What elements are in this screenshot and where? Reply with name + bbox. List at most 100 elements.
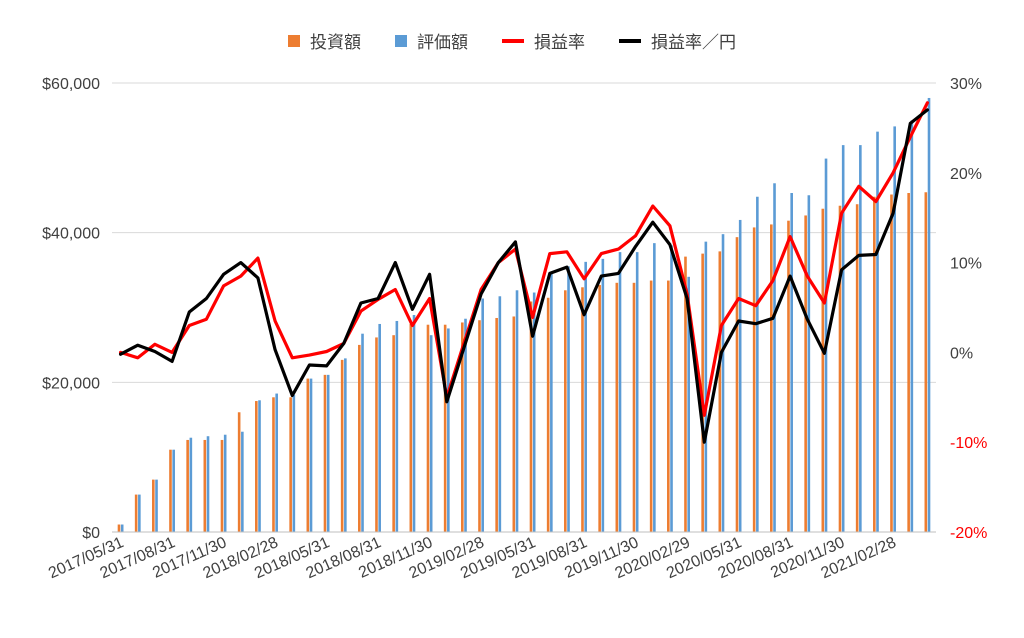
bar-investment	[186, 439, 189, 532]
bar-investment	[529, 301, 533, 532]
bar-investment	[495, 317, 498, 532]
bar-valuation	[807, 195, 811, 532]
bar-investment	[306, 378, 310, 532]
bar-investment	[787, 220, 790, 532]
bar-investment	[255, 401, 258, 532]
bar-investment	[581, 287, 584, 532]
legend-item-valuation: 評価額	[395, 28, 468, 53]
bar-valuation	[670, 245, 673, 532]
bar-investment	[632, 282, 636, 532]
legend-item-return-rate-yen: 損益率／円	[619, 28, 736, 53]
y-right-tick-label: 0%	[950, 345, 973, 362]
bar-valuation	[172, 449, 175, 532]
legend-label-return-rate: 損益率	[534, 33, 585, 52]
bar-valuation	[206, 436, 210, 532]
bar-valuation	[618, 252, 622, 532]
grid-layer	[112, 82, 936, 533]
bar-valuation	[927, 97, 931, 532]
chart-legend: 投資額 評価額 損益率 損益率／円	[0, 28, 1024, 53]
bar-investment	[169, 449, 172, 532]
bar-investment	[237, 412, 241, 532]
bar-valuation	[790, 193, 793, 532]
bar-investment	[735, 237, 739, 532]
bar-valuation	[910, 120, 914, 533]
bar-investment	[323, 374, 327, 532]
y-right-tick-label: -20%	[950, 525, 987, 542]
bar-valuation	[635, 252, 639, 532]
bar-valuation	[258, 400, 261, 532]
bar-investment	[375, 337, 378, 532]
bar-investment	[667, 280, 670, 532]
bar-valuation	[498, 296, 502, 532]
bar-valuation	[584, 261, 587, 532]
bar-valuation	[859, 145, 862, 532]
bar-valuation	[756, 196, 759, 532]
bar-investment	[134, 494, 138, 532]
series-line-return-rate-yen	[118, 108, 930, 444]
legend-label-valuation: 評価額	[417, 33, 468, 52]
y-axis-left: $0 $20,000 $40,000 $60,000	[42, 76, 100, 542]
bar-valuation	[292, 395, 296, 532]
bar-investment	[203, 439, 207, 532]
y-left-tick-label: $60,000	[42, 76, 100, 93]
x-axis: 2017/05/312017/08/312017/11/302018/02/28…	[46, 531, 936, 582]
bar-investment	[838, 205, 842, 532]
bar-valuation	[326, 374, 330, 532]
bar-valuation	[738, 219, 742, 532]
bar-valuation	[481, 298, 484, 532]
y-left-tick-label: $20,000	[42, 375, 100, 392]
y-right-tick-label: 30%	[950, 76, 982, 93]
bar-valuation	[447, 328, 450, 532]
legend-label-return-rate-yen: 損益率／円	[651, 33, 736, 52]
y-left-tick-label: $0	[82, 525, 100, 542]
legend-item-investment: 投資額	[288, 28, 361, 53]
bar-investment	[804, 215, 807, 532]
bar-valuation	[704, 241, 708, 532]
y-right-tick-label: 10%	[950, 256, 982, 273]
bar-investment	[615, 282, 619, 532]
legend-swatch-investment	[288, 34, 300, 47]
line-layer	[118, 101, 930, 444]
bar-valuation	[361, 333, 364, 532]
bar-valuation	[687, 276, 690, 532]
bar-valuation	[773, 183, 776, 532]
bar-investment	[855, 204, 859, 533]
bar-investment	[289, 397, 292, 532]
bar-valuation	[464, 318, 467, 532]
bar-investment	[684, 256, 687, 532]
bar-valuation	[653, 243, 656, 533]
bar-valuation	[241, 431, 244, 532]
bar-investment	[924, 192, 928, 533]
bar-valuation	[120, 524, 124, 532]
bar-valuation	[223, 434, 227, 532]
bar-investment	[649, 280, 653, 532]
bar-investment	[340, 359, 344, 532]
legend-swatch-return-rate	[502, 38, 524, 43]
legend-item-return-rate: 損益率	[502, 28, 585, 53]
bar-investment	[718, 251, 722, 532]
bar-investment	[564, 290, 567, 532]
y-right-tick-label: 20%	[950, 166, 982, 183]
bar-valuation	[721, 234, 725, 532]
bar-valuation	[189, 437, 193, 532]
bar-valuation	[344, 358, 347, 532]
bar-valuation	[378, 323, 381, 532]
bar-investment	[461, 322, 464, 532]
bar-investment	[770, 224, 773, 532]
legend-swatch-return-rate-yen	[619, 38, 641, 43]
bar-investment	[443, 324, 447, 532]
bar-investment	[598, 285, 601, 532]
bar-investment	[873, 196, 876, 532]
bar-investment	[478, 320, 481, 532]
bar-valuation	[395, 320, 399, 532]
bar-investment	[546, 297, 550, 532]
y-axis-right: -20% -10% 0% 10% 20% 30%	[950, 76, 987, 542]
bar-valuation	[601, 258, 605, 532]
bar-investment	[358, 344, 361, 532]
bar-valuation	[515, 290, 519, 532]
bar-valuation	[550, 271, 553, 532]
legend-label-investment: 投資額	[310, 33, 361, 52]
bar-investment	[152, 479, 155, 532]
